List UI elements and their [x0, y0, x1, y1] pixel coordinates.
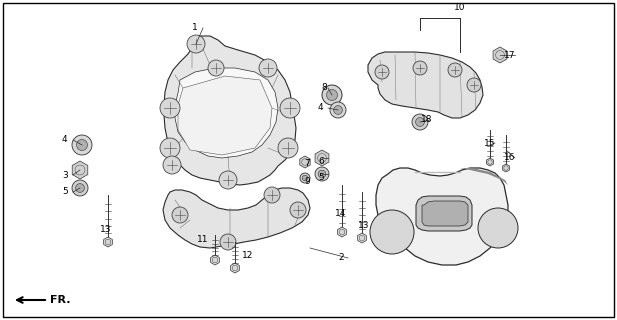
Circle shape [413, 61, 427, 75]
Circle shape [172, 207, 188, 223]
Circle shape [160, 138, 180, 158]
Polygon shape [493, 47, 507, 63]
Circle shape [370, 210, 414, 254]
Text: 13: 13 [100, 226, 112, 235]
Circle shape [163, 156, 181, 174]
Text: 15: 15 [484, 139, 495, 148]
Circle shape [290, 202, 306, 218]
Text: 12: 12 [242, 251, 254, 260]
Circle shape [318, 170, 326, 178]
Polygon shape [502, 164, 510, 172]
Polygon shape [460, 168, 508, 185]
Circle shape [160, 98, 180, 118]
Polygon shape [368, 52, 483, 118]
Polygon shape [104, 237, 112, 247]
Polygon shape [300, 156, 310, 168]
Circle shape [208, 60, 224, 76]
Circle shape [220, 234, 236, 250]
Polygon shape [315, 150, 329, 166]
Text: 4: 4 [318, 103, 324, 113]
Text: 9: 9 [304, 177, 310, 186]
Text: 8: 8 [321, 84, 327, 92]
Text: 7: 7 [304, 159, 310, 169]
Text: 17: 17 [504, 51, 515, 60]
Text: 18: 18 [421, 116, 433, 124]
Polygon shape [422, 201, 468, 226]
Circle shape [72, 180, 88, 196]
Circle shape [76, 184, 85, 192]
Circle shape [334, 106, 342, 114]
Polygon shape [175, 68, 278, 158]
Circle shape [219, 171, 237, 189]
Polygon shape [376, 168, 508, 265]
Circle shape [375, 65, 389, 79]
Text: 10: 10 [454, 4, 466, 12]
Polygon shape [358, 233, 366, 243]
Polygon shape [210, 255, 219, 265]
Text: 14: 14 [335, 209, 346, 218]
Circle shape [259, 59, 277, 77]
Polygon shape [178, 76, 272, 155]
Polygon shape [231, 263, 239, 273]
Circle shape [448, 63, 462, 77]
Circle shape [264, 187, 280, 203]
Text: 1: 1 [192, 23, 198, 33]
Circle shape [187, 35, 205, 53]
Text: 13: 13 [358, 220, 370, 229]
Polygon shape [164, 36, 296, 185]
Circle shape [77, 140, 88, 150]
Circle shape [412, 114, 428, 130]
Circle shape [322, 85, 342, 105]
Polygon shape [337, 227, 346, 237]
Polygon shape [163, 188, 310, 248]
Text: FR.: FR. [50, 295, 70, 305]
Text: 2: 2 [338, 253, 344, 262]
Text: 6: 6 [318, 156, 324, 165]
Circle shape [302, 175, 308, 181]
Text: 11: 11 [196, 236, 208, 244]
Circle shape [280, 98, 300, 118]
Circle shape [72, 135, 92, 155]
Polygon shape [416, 196, 472, 231]
Circle shape [278, 138, 298, 158]
Polygon shape [72, 161, 88, 179]
Circle shape [326, 90, 337, 100]
Circle shape [315, 167, 329, 181]
Text: 3: 3 [62, 171, 68, 180]
Circle shape [467, 78, 481, 92]
Text: 4: 4 [62, 135, 68, 145]
Text: 5: 5 [318, 173, 324, 182]
Polygon shape [487, 158, 494, 166]
Circle shape [416, 117, 424, 126]
Circle shape [300, 173, 310, 183]
Text: 5: 5 [62, 188, 68, 196]
Text: 16: 16 [504, 154, 515, 163]
Circle shape [478, 208, 518, 248]
Circle shape [330, 102, 346, 118]
